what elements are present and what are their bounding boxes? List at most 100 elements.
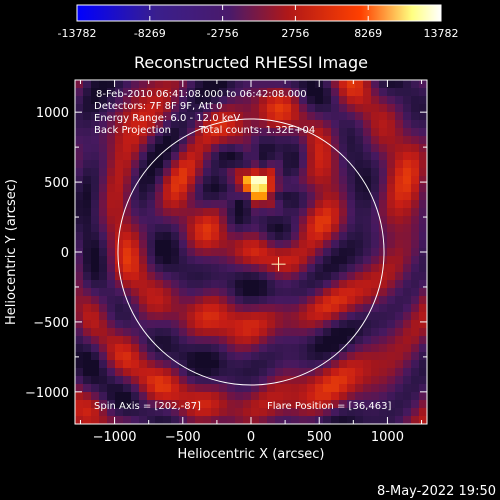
heatmap-cell [371, 416, 379, 424]
heatmap-cell [227, 208, 235, 216]
heatmap-cell [171, 192, 179, 200]
heatmap-cell [371, 136, 379, 144]
heatmap-cell [403, 128, 411, 136]
heatmap-cell [395, 328, 403, 336]
heatmap-cell [419, 80, 427, 88]
heatmap-cell [99, 392, 107, 400]
heatmap-cell [291, 408, 299, 416]
heatmap-cell [243, 232, 251, 240]
heatmap-cell [363, 248, 371, 256]
heatmap-cell [371, 336, 379, 344]
heatmap-cell [275, 136, 283, 144]
heatmap-cell [139, 232, 147, 240]
heatmap-cell [219, 104, 227, 112]
heatmap-cell [323, 120, 331, 128]
heatmap-cell [363, 328, 371, 336]
heatmap-cell [411, 336, 419, 344]
heatmap-cell [403, 96, 411, 104]
heatmap-cell [123, 408, 131, 416]
heatmap-cell [147, 176, 155, 184]
annotation-time-range: 8-Feb-2010 06:41:08.000 to 06:42:08.000 [96, 89, 307, 100]
heatmap-cell [331, 224, 339, 232]
heatmap-cell [251, 392, 259, 400]
heatmap-cell [339, 400, 347, 408]
heatmap-cell [155, 360, 163, 368]
heatmap-cell [123, 248, 131, 256]
heatmap-cell [107, 320, 115, 328]
heatmap-cell [163, 328, 171, 336]
heatmap-cell [123, 288, 131, 296]
heatmap-cell [355, 264, 363, 272]
heatmap-cell [363, 296, 371, 304]
heatmap-cell [323, 104, 331, 112]
heatmap-cell [283, 312, 291, 320]
heatmap-cell [219, 248, 227, 256]
heatmap-cell [363, 136, 371, 144]
heatmap-cell [243, 408, 251, 416]
heatmap-cell [83, 416, 91, 424]
heatmap-cell [419, 368, 427, 376]
heatmap-cell [395, 376, 403, 384]
y-tick-label: −1000 [25, 386, 69, 401]
heatmap-cell [115, 384, 123, 392]
heatmap-cell [411, 120, 419, 128]
heatmap-cell [315, 296, 323, 304]
heatmap-cell [203, 192, 211, 200]
heatmap-cell [363, 128, 371, 136]
heatmap-cell [379, 160, 387, 168]
heatmap-cell [379, 224, 387, 232]
heatmap-cell [283, 384, 291, 392]
x-tick-label: 0 [247, 430, 255, 445]
heatmap-cell [195, 384, 203, 392]
heatmap-cell [395, 344, 403, 352]
heatmap-cell [219, 152, 227, 160]
heatmap-cell [171, 368, 179, 376]
heatmap-cell [147, 280, 155, 288]
heatmap-cell [235, 344, 243, 352]
heatmap-cell [291, 368, 299, 376]
heatmap-cell [155, 144, 163, 152]
heatmap-cell [219, 392, 227, 400]
heatmap-cell [395, 120, 403, 128]
heatmap-cell [419, 392, 427, 400]
heatmap-cell [267, 368, 275, 376]
heatmap-cell [107, 224, 115, 232]
heatmap-cell [299, 368, 307, 376]
heatmap-cell [251, 176, 259, 184]
heatmap-cell [411, 240, 419, 248]
heatmap-cell [275, 112, 283, 120]
heatmap-cell [259, 248, 267, 256]
heatmap-cell [259, 408, 267, 416]
heatmap-cell [267, 392, 275, 400]
heatmap-cell [83, 376, 91, 384]
heatmap-cell [179, 288, 187, 296]
heatmap-cell [411, 328, 419, 336]
heatmap-cell [267, 256, 275, 264]
heatmap-cell [107, 312, 115, 320]
heatmap-cell [283, 192, 291, 200]
heatmap-cell [275, 392, 283, 400]
heatmap-cell [355, 88, 363, 96]
heatmap-cell [291, 392, 299, 400]
heatmap-cell [235, 120, 243, 128]
heatmap-cell [347, 240, 355, 248]
heatmap-cell [163, 256, 171, 264]
heatmap-cell [163, 216, 171, 224]
heatmap-cell [107, 400, 115, 408]
heatmap-cell [219, 272, 227, 280]
heatmap-cell [259, 120, 267, 128]
heatmap-cell [275, 352, 283, 360]
heatmap-cell [187, 232, 195, 240]
heatmap-cell [283, 160, 291, 168]
heatmap-cell [355, 120, 363, 128]
heatmap-cell [139, 224, 147, 232]
heatmap-cell [243, 96, 251, 104]
heatmap-cell [307, 296, 315, 304]
heatmap-cell [323, 240, 331, 248]
heatmap-cell [235, 408, 243, 416]
heatmap-cell [387, 360, 395, 368]
heatmap-cell [259, 376, 267, 384]
heatmap-cell [275, 312, 283, 320]
heatmap-cell [227, 152, 235, 160]
heatmap-cell [243, 296, 251, 304]
